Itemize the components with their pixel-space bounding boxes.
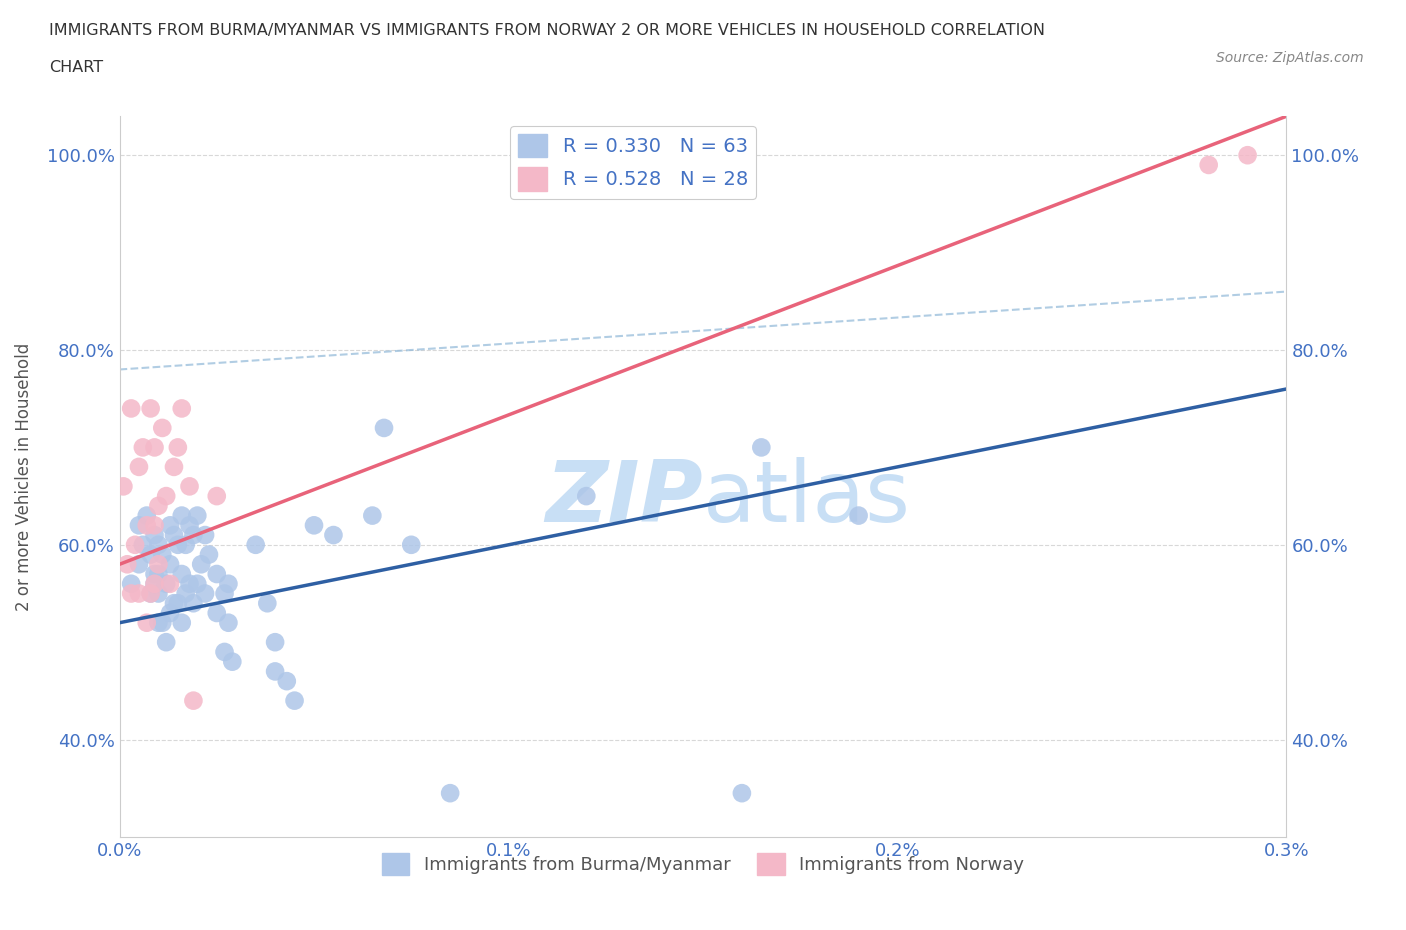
Point [139,401,162,416]
Point [143,518,166,533]
Point [143,577,166,591]
Point [183,527,205,542]
Point [198,547,221,562]
Point [194,586,217,601]
Point [256,596,278,611]
Point [163,459,186,474]
Point [401,538,423,552]
Point [170,566,193,581]
Point [155,635,177,650]
Point [214,586,236,601]
Point [205,566,228,581]
Point [139,547,162,562]
Point [163,527,186,542]
Point [159,577,181,591]
Point [159,605,181,620]
Point [731,786,754,801]
Legend: Immigrants from Burma/Myanmar, Immigrants from Norway: Immigrants from Burma/Myanmar, Immigrant… [375,845,1031,882]
Point [361,508,384,523]
Point [1236,148,1258,163]
Point [139,586,162,601]
Point [439,786,461,801]
Point [221,654,243,669]
Point [135,616,157,631]
Point [148,557,170,572]
Point [143,440,166,455]
Point [148,538,170,552]
Point [186,577,208,591]
Point [150,420,173,435]
Point [322,527,344,542]
Point [135,518,157,533]
Point [155,577,177,591]
Text: atlas: atlas [703,457,911,539]
Point [205,605,228,620]
Point [183,693,205,708]
Point [217,616,239,631]
Point [1198,157,1220,172]
Point [128,586,150,601]
Point [128,557,150,572]
Point [120,577,142,591]
Point [214,644,236,659]
Point [150,547,173,562]
Point [174,538,197,552]
Point [143,566,166,581]
Point [150,616,173,631]
Point [148,616,170,631]
Point [170,616,193,631]
Point [186,508,208,523]
Point [166,596,188,611]
Point [264,664,287,679]
Text: IMMIGRANTS FROM BURMA/MYANMAR VS IMMIGRANTS FROM NORWAY 2 OR MORE VEHICLES IN HO: IMMIGRANTS FROM BURMA/MYANMAR VS IMMIGRA… [49,23,1045,38]
Point [166,538,188,552]
Point [143,527,166,542]
Point [148,586,170,601]
Text: CHART: CHART [49,60,103,75]
Point [751,440,773,455]
Point [170,508,193,523]
Text: Source: ZipAtlas.com: Source: ZipAtlas.com [1216,51,1364,65]
Point [155,488,177,503]
Point [128,518,150,533]
Point [194,527,217,542]
Point [217,577,239,591]
Point [132,538,155,552]
Point [302,518,325,533]
Point [148,498,170,513]
Y-axis label: 2 or more Vehicles in Household: 2 or more Vehicles in Household [14,342,32,611]
Point [190,557,212,572]
Point [179,518,201,533]
Point [166,440,188,455]
Point [170,401,193,416]
Point [112,479,135,494]
Point [159,557,181,572]
Point [848,508,870,523]
Point [139,586,162,601]
Point [117,557,139,572]
Point [183,596,205,611]
Point [575,488,598,503]
Point [276,673,298,688]
Point [135,508,157,523]
Point [245,538,267,552]
Point [159,518,181,533]
Point [124,538,146,552]
Point [120,586,142,601]
Point [264,635,287,650]
Point [120,401,142,416]
Point [148,566,170,581]
Point [163,596,186,611]
Point [205,488,228,503]
Point [128,459,150,474]
Point [132,440,155,455]
Point [179,577,201,591]
Point [174,586,197,601]
Text: ZIP: ZIP [546,457,703,539]
Point [179,479,201,494]
Point [284,693,307,708]
Point [143,577,166,591]
Point [373,420,395,435]
